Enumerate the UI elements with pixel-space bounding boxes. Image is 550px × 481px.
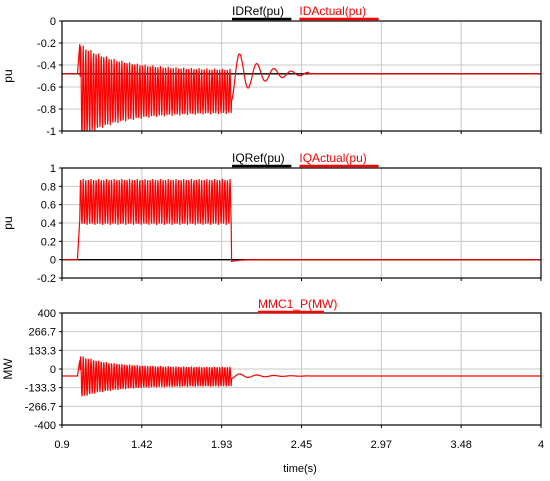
panel-1: 0 -0.2 -0.4 -0.6 -0.8 -1 pu IDRef(pu) IDActual(p… xyxy=(1,4,542,138)
series-line-iqactual-pu- xyxy=(62,178,541,263)
y-tick-label: -0.8 xyxy=(37,104,56,116)
y-axis-label: pu xyxy=(1,69,15,82)
y-tick-label: -0.6 xyxy=(37,82,56,94)
legend-entry: IDActual(pu) xyxy=(299,4,366,18)
y-tick-label: 0 xyxy=(50,255,56,267)
y-tick-label: 1 xyxy=(50,163,56,175)
y-tick-label: -266.7 xyxy=(25,401,56,413)
y-tick-label: -0.4 xyxy=(37,60,56,72)
y-tick-label: 0 xyxy=(50,364,56,376)
x-tick-label: 2.45 xyxy=(291,439,312,451)
y-axis-label: MW xyxy=(1,358,15,380)
chart-panels: 0 -0.2 -0.4 -0.6 -0.8 -1 pu IDRef(pu) IDActual(p… xyxy=(1,4,544,451)
y-tick-label: 0.2 xyxy=(41,236,56,248)
y-tick-label: -400 xyxy=(34,420,56,432)
x-axis-label: time(s) xyxy=(283,463,317,475)
x-tick-label: 4 xyxy=(538,439,544,451)
y-tick-label: -0.2 xyxy=(37,38,56,50)
series-line-mmc1-p-mw- xyxy=(62,356,541,397)
legend-entry: MMC1_P(MW) xyxy=(258,297,337,311)
y-tick-label: 133.3 xyxy=(28,345,56,357)
x-tick-label: 2.97 xyxy=(371,439,392,451)
legend-entry: IQActual(pu) xyxy=(299,151,366,165)
x-tick-label: 0.9 xyxy=(54,439,69,451)
y-axis-label: pu xyxy=(1,216,15,229)
y-tick-label: 0.6 xyxy=(41,200,56,212)
y-tick-label: -1 xyxy=(46,126,56,138)
panel-3: 400 266.7 133.3 0 -133.3 -266.7 -400 MW MMC1_P(M… xyxy=(1,297,544,451)
y-tick-label: 266.7 xyxy=(28,327,56,339)
y-tick-label: -133.3 xyxy=(25,383,56,395)
panel-2: 1 0.8 0.6 0.4 0.2 0 -0.2 pu IQRef(pu) IQActual(pu… xyxy=(1,151,542,285)
y-tick-label: 0.4 xyxy=(41,218,56,230)
y-tick-label: -0.2 xyxy=(37,273,56,285)
series-line-idactual-pu- xyxy=(62,44,541,131)
legend-entry: IQRef(pu) xyxy=(232,151,285,165)
x-tick-label: 1.42 xyxy=(131,439,152,451)
x-tick-label: 1.93 xyxy=(211,439,232,451)
y-tick-label: 0 xyxy=(50,16,56,28)
y-tick-label: 0.8 xyxy=(41,181,56,193)
y-tick-label: 400 xyxy=(38,308,56,320)
x-tick-label: 3.48 xyxy=(450,439,471,451)
legend-entry: IDRef(pu) xyxy=(232,4,284,18)
